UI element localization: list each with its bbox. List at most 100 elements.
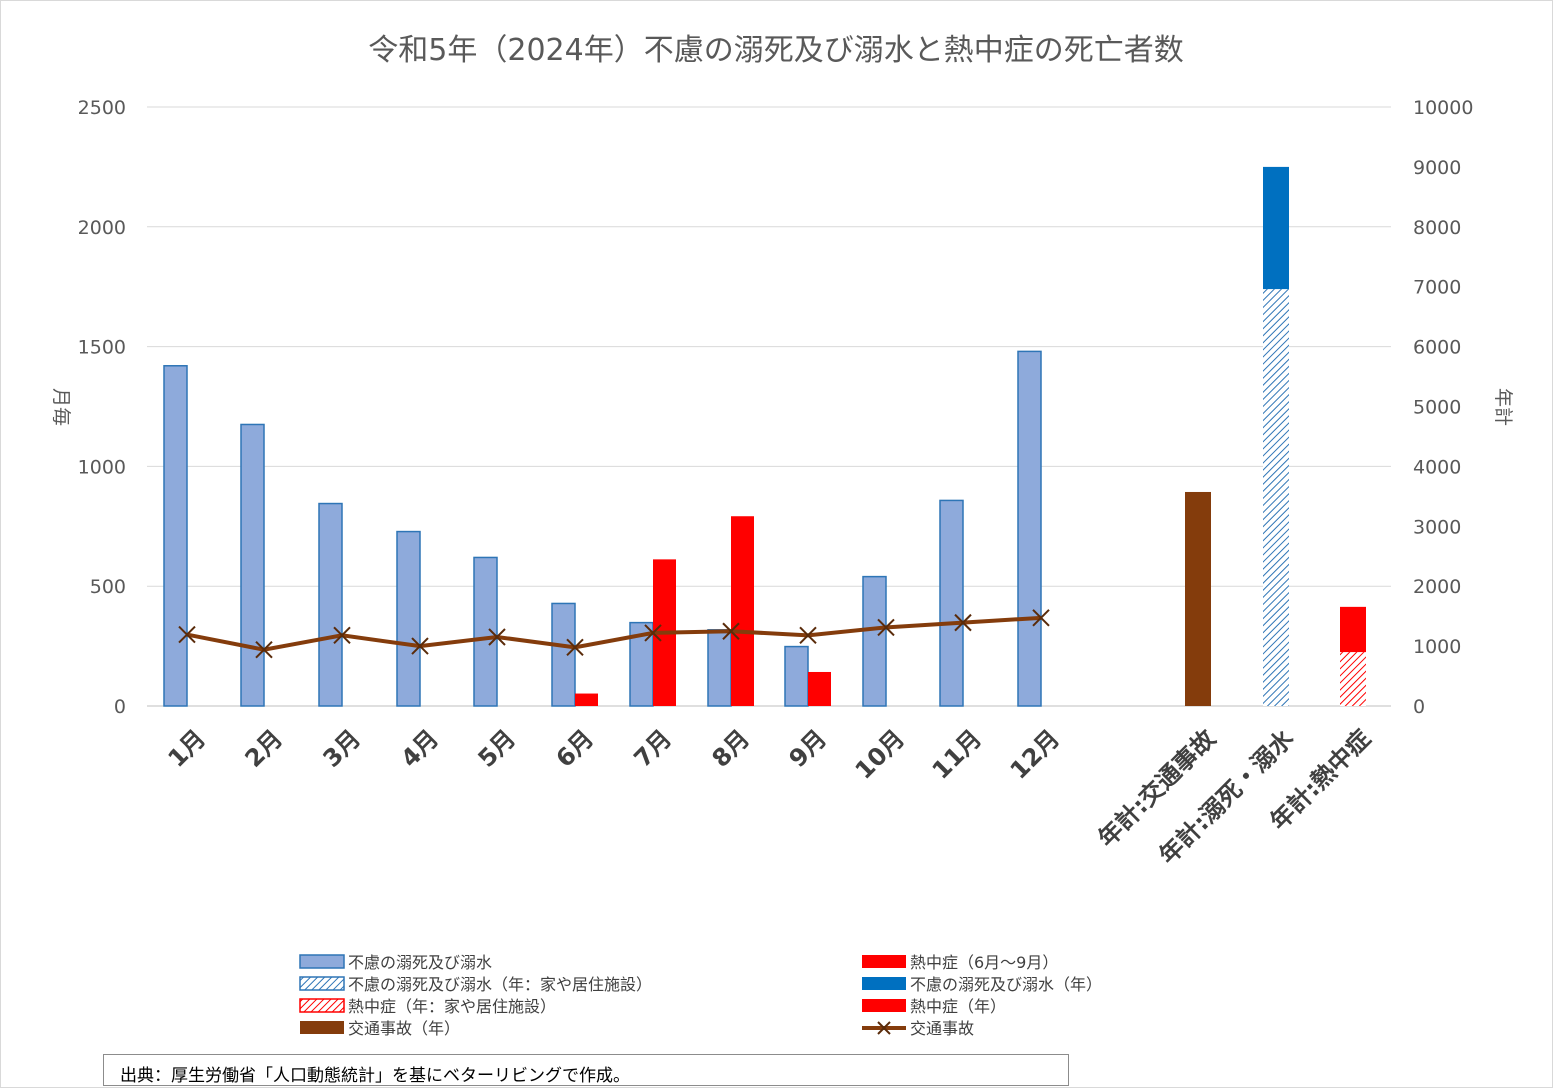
legend-swatch bbox=[862, 977, 906, 990]
y-left-tick-label: 500 bbox=[90, 576, 126, 598]
marker-stroke bbox=[1032, 609, 1050, 627]
x-category-label: 7月 bbox=[629, 724, 678, 773]
y-right-tick-label: 8000 bbox=[1413, 217, 1461, 239]
legend-label: 熱中症（6月～9月） bbox=[910, 953, 1058, 972]
line-point-marker bbox=[877, 618, 895, 637]
y-right-tick-label: 9000 bbox=[1413, 157, 1461, 179]
x-category-label: 1月 bbox=[163, 724, 212, 773]
y-left-tick-label: 1000 bbox=[78, 456, 126, 478]
y-axis-right-label: 年計 bbox=[1492, 388, 1514, 426]
legend-item: 熱中症（6月～9月） bbox=[862, 953, 1058, 972]
bar-heatstroke-monthly bbox=[808, 671, 831, 706]
legend-swatch bbox=[877, 1021, 891, 1035]
y-left-tick-label: 1500 bbox=[78, 337, 126, 359]
marker-stroke bbox=[411, 637, 429, 655]
line-point-marker bbox=[1032, 609, 1050, 627]
bar-heatstroke-annual bbox=[1340, 652, 1366, 706]
legend: 不慮の溺死及び溺水 熱中症（6月～9月） 不慮の溺死及び溺水（年：家や居住施設） 不慮… bbox=[299, 953, 1102, 1038]
x-category-label: 9月 bbox=[784, 724, 833, 773]
x-category-label: 12月 bbox=[1005, 724, 1065, 784]
line-point-marker bbox=[333, 626, 351, 645]
y-right-tick-label: 0 bbox=[1413, 696, 1425, 718]
legend-item: 不慮の溺死及び溺水 bbox=[299, 953, 492, 972]
legend-label: 不慮の溺死及び溺水 bbox=[348, 953, 492, 972]
bar-drowning-monthly bbox=[163, 365, 188, 707]
legend-swatch bbox=[862, 955, 906, 968]
line-point-marker bbox=[566, 638, 584, 657]
legend-swatch bbox=[299, 976, 345, 991]
y-axis-left-label: 月毎 bbox=[50, 388, 72, 426]
legend-item: 不慮の溺死及び溺水（年） bbox=[862, 975, 1102, 994]
source-note: 出典：厚生労働省「人口動態統計」を基にベターリビングで作成。 bbox=[103, 1054, 1069, 1086]
x-category-label: 年計:溺死・溺水 bbox=[1154, 724, 1300, 870]
legend-item: 不慮の溺死及び溺水（年：家や居住施設） bbox=[299, 975, 652, 994]
legend-item: 交通事故（年） bbox=[300, 1019, 460, 1038]
marker-stroke bbox=[178, 625, 196, 644]
line-point-marker bbox=[178, 625, 196, 644]
bar-drowning-monthly bbox=[1017, 350, 1042, 707]
legend-label: 熱中症（年） bbox=[910, 997, 1006, 1016]
bar-drowning-monthly bbox=[240, 423, 265, 707]
gridlines bbox=[147, 106, 1391, 707]
bar-heatstroke-annual bbox=[1340, 606, 1366, 653]
legend-item: 交通事故 bbox=[862, 1019, 974, 1038]
y-left-tick-label: 2000 bbox=[78, 217, 126, 239]
line-point-marker bbox=[799, 626, 817, 645]
x-category-label: 5月 bbox=[473, 724, 522, 773]
y-right-tick-label: 7000 bbox=[1413, 277, 1461, 299]
marker-stroke bbox=[644, 624, 662, 642]
line-point-marker bbox=[488, 628, 506, 646]
bar-drowning-monthly bbox=[862, 575, 887, 707]
legend-item: 熱中症（年：家や居住施設） bbox=[299, 997, 556, 1016]
bar-drowning-monthly bbox=[551, 602, 576, 707]
bar-drowning-monthly bbox=[784, 645, 809, 707]
y-right-tick-label: 1000 bbox=[1413, 636, 1461, 658]
line-point-marker bbox=[411, 637, 429, 655]
marker-stroke bbox=[877, 618, 895, 637]
bar-heatstroke-monthly bbox=[575, 693, 598, 706]
x-category-label: 2月 bbox=[240, 724, 289, 773]
marker-stroke bbox=[255, 640, 273, 659]
bar-drowning-monthly bbox=[396, 530, 421, 707]
y-right-tick-label: 5000 bbox=[1413, 397, 1461, 419]
bar-drowning-monthly bbox=[939, 499, 964, 707]
bar-drowning-monthly bbox=[473, 556, 498, 707]
bar-drowning-monthly bbox=[707, 629, 732, 707]
legend-swatch bbox=[299, 954, 345, 969]
bar-drowning-monthly bbox=[318, 502, 343, 707]
marker-stroke bbox=[722, 622, 740, 640]
line-traffic-monthly bbox=[186, 615, 1042, 652]
y-right-tick-label: 2000 bbox=[1413, 576, 1461, 598]
line-point-marker bbox=[722, 622, 740, 640]
marker-stroke bbox=[799, 626, 817, 645]
x-category-label: 11月 bbox=[927, 724, 987, 784]
legend-swatch bbox=[299, 998, 345, 1013]
legend-swatch bbox=[300, 1021, 344, 1034]
y-left-tick-label: 2500 bbox=[78, 97, 126, 119]
bar-traffic-annual bbox=[1185, 491, 1211, 706]
chart-title: 令和5年（2024年）不慮の溺死及び溺水と熱中症の死亡者数 bbox=[368, 33, 1183, 68]
x-category-label: 6月 bbox=[551, 724, 600, 773]
bar-heatstroke-monthly bbox=[731, 516, 754, 706]
legend-item: 熱中症（年） bbox=[862, 997, 1006, 1016]
legend-label: 交通事故 bbox=[910, 1019, 974, 1038]
line-point-marker bbox=[255, 640, 273, 659]
line-point-marker bbox=[644, 624, 662, 642]
legend-label: 熱中症（年：家や居住施設） bbox=[348, 997, 556, 1016]
y-right-tick-label: 6000 bbox=[1413, 337, 1461, 359]
x-category-label: 4月 bbox=[396, 724, 445, 773]
legend-label: 不慮の溺死及び溺水（年：家や居住施設） bbox=[348, 975, 652, 994]
marker-stroke bbox=[566, 638, 584, 657]
x-category-label: 10月 bbox=[850, 724, 910, 784]
marker-stroke bbox=[954, 613, 972, 632]
x-category-label: 8月 bbox=[707, 724, 756, 773]
x-category-label: 3月 bbox=[318, 724, 367, 773]
marker-stroke bbox=[488, 628, 506, 646]
y-right-tick-label: 3000 bbox=[1413, 516, 1461, 538]
marker-stroke bbox=[333, 626, 351, 645]
y-right-tick-label: 10000 bbox=[1413, 97, 1473, 119]
bar-series bbox=[163, 166, 1366, 707]
bar-drowning-annual bbox=[1263, 289, 1289, 706]
legend-label: 交通事故（年） bbox=[348, 1019, 460, 1038]
